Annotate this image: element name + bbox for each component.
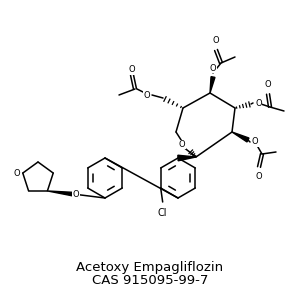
Text: O: O xyxy=(13,169,20,178)
Text: O: O xyxy=(143,91,150,100)
Polygon shape xyxy=(47,191,76,197)
Text: Cl: Cl xyxy=(158,208,167,218)
Text: O: O xyxy=(129,65,135,74)
Text: O: O xyxy=(256,172,262,181)
Text: O: O xyxy=(213,36,219,45)
Polygon shape xyxy=(210,76,215,93)
Text: O: O xyxy=(265,80,271,89)
Text: CAS 915095-99-7: CAS 915095-99-7 xyxy=(92,274,208,287)
Text: O: O xyxy=(210,64,216,73)
Polygon shape xyxy=(178,155,196,161)
Text: O: O xyxy=(179,140,185,149)
Text: O: O xyxy=(73,190,80,199)
Polygon shape xyxy=(232,132,249,142)
Text: Acetoxy Empagliflozin: Acetoxy Empagliflozin xyxy=(76,260,224,274)
Text: O: O xyxy=(252,137,259,146)
Text: O: O xyxy=(255,98,262,107)
